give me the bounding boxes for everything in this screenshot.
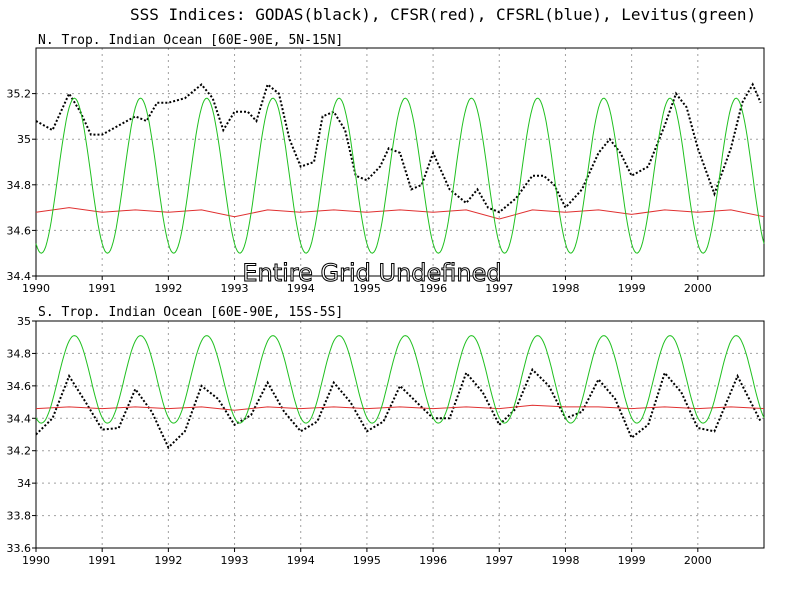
x-tick-label: 1999: [618, 282, 646, 295]
plot-frame: [35, 47, 765, 277]
plot-frame: [35, 320, 765, 549]
x-tick-label: 1990: [22, 282, 50, 295]
x-tick-label: 1999: [618, 554, 646, 567]
series-line-cfsr: [35, 207, 765, 220]
panel-2-plot: 33.6 33.8 34 34.2 34.4 34.6 34.8 35 1990 1991 1992…: [7, 315, 765, 567]
y-tick-label: 34.8: [7, 347, 32, 360]
y-tick-label: 34.2: [7, 445, 32, 458]
panel-1-title: N. Trop. Indian Ocean [60E-90E, 5N-15N]: [38, 33, 344, 48]
x-tick-label: 1992: [154, 554, 182, 567]
x-tick-label: 1995: [353, 554, 381, 567]
y-tick-label: 33.6: [7, 542, 32, 555]
x-tick-label: 1998: [551, 282, 579, 295]
series-line-godas: [35, 82, 762, 214]
y-tick-label: 34.6: [7, 380, 32, 393]
undefined-grid-overlay-text: Entire Grid Undefined: [242, 259, 501, 287]
x-tick-label: 1996: [419, 554, 447, 567]
x-tick-label: 1996: [419, 282, 447, 295]
y-tick-label: 34.4: [7, 270, 32, 283]
y-tick-label: 35: [17, 315, 31, 328]
x-tick-label: 1998: [551, 554, 579, 567]
series-line-godas: [35, 367, 762, 450]
x-tick-label: 1995: [353, 282, 381, 295]
x-tick-label: 1993: [221, 554, 249, 567]
x-tick-label: 1993: [221, 282, 249, 295]
chart-main-title: SSS Indices: GODAS(black), CFSR(red), CF…: [130, 5, 757, 24]
y-tick-label: 34.4: [7, 412, 32, 425]
x-tick-label: 2000: [684, 282, 712, 295]
series-line-levitus: [35, 97, 765, 254]
x-tick-label: 1994: [287, 282, 315, 295]
y-tick-label: 35.2: [7, 88, 32, 101]
x-tick-label: 1994: [287, 554, 315, 567]
y-tick-label: 34.6: [7, 224, 32, 237]
y-tick-label: 34.8: [7, 179, 32, 192]
x-tick-label: 1997: [485, 554, 513, 567]
y-tick-label: 34: [17, 477, 31, 490]
y-tick-label: 35: [17, 133, 31, 146]
x-tick-label: 1991: [88, 282, 116, 295]
x-tick-label: 1990: [22, 554, 50, 567]
series-line-levitus: [35, 335, 765, 424]
y-tick-label: 33.8: [7, 510, 32, 523]
x-tick-label: 2000: [684, 554, 712, 567]
x-tick-label: 1997: [485, 282, 513, 295]
x-tick-label: 1991: [88, 554, 116, 567]
panel-2-title: S. Trop. Indian Ocean [60E-90E, 15S-5S]: [38, 305, 344, 320]
x-tick-label: 1992: [154, 282, 182, 295]
series-line-cfsr: [35, 404, 765, 411]
panel-1-plot: 34.4 34.6 34.8 35 35.2 1990 1991 1992 1993 1994 19…: [7, 47, 765, 295]
